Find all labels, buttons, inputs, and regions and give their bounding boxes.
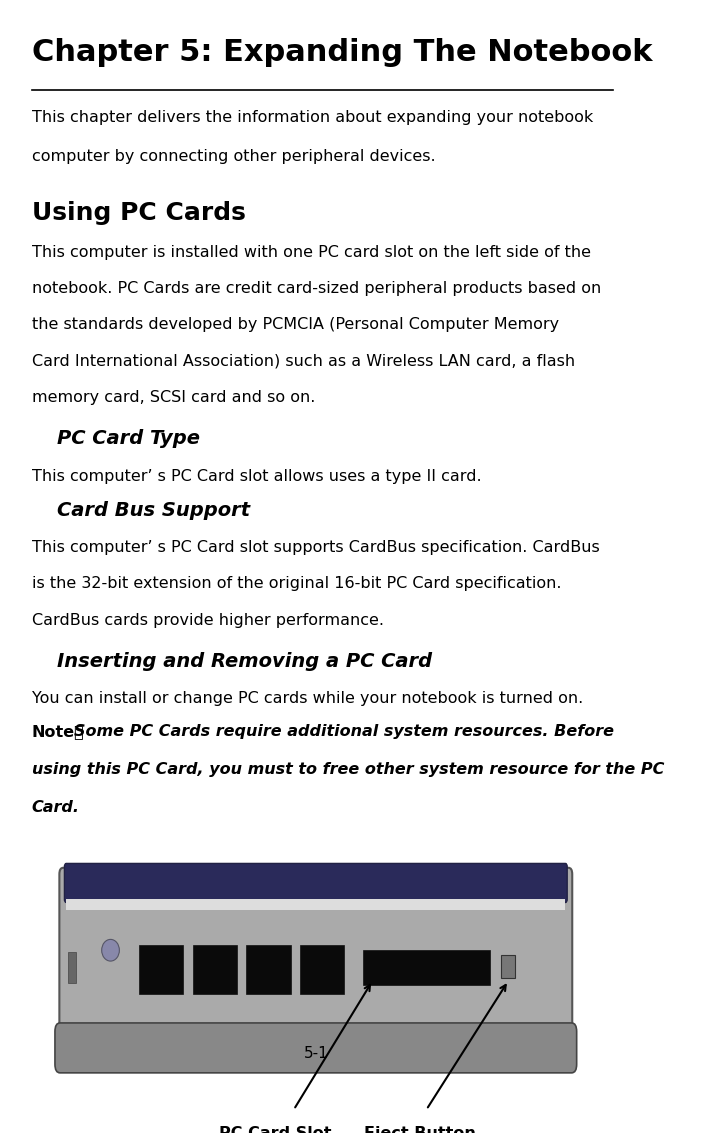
Text: notebook. PC Cards are credit card-sized peripheral products based on: notebook. PC Cards are credit card-sized… — [31, 281, 601, 296]
Text: Card International Association) such as a Wireless LAN card, a flash: Card International Association) such as … — [31, 353, 574, 368]
Bar — [246, 945, 290, 994]
Text: Using PC Cards: Using PC Cards — [31, 202, 245, 225]
Text: Card Bus Support: Card Bus Support — [57, 501, 250, 520]
FancyBboxPatch shape — [55, 1023, 577, 1073]
Bar — [501, 955, 515, 979]
Text: Chapter 5: Expanding The Notebook: Chapter 5: Expanding The Notebook — [31, 39, 652, 67]
Text: Note：: Note： — [31, 724, 84, 739]
Text: Eject Button: Eject Button — [364, 1126, 476, 1133]
FancyBboxPatch shape — [60, 868, 572, 1055]
Text: You can install or change PC cards while your notebook is turned on.: You can install or change PC cards while… — [31, 691, 583, 706]
Text: Some PC Cards require additional system resources. Before: Some PC Cards require additional system … — [74, 724, 614, 739]
Text: PC Card Type: PC Card Type — [57, 429, 200, 449]
Text: computer by connecting other peripheral devices.: computer by connecting other peripheral … — [31, 148, 435, 164]
Bar — [66, 900, 566, 910]
Bar — [300, 945, 344, 994]
Text: This computer’ s PC Card slot supports CardBus specification. CardBus: This computer’ s PC Card slot supports C… — [31, 540, 599, 555]
Text: PC Card Slot: PC Card Slot — [218, 1126, 331, 1133]
Text: using this PC Card, you must to free other system resource for the PC: using this PC Card, you must to free oth… — [31, 763, 664, 777]
Ellipse shape — [102, 939, 119, 961]
FancyBboxPatch shape — [64, 863, 567, 903]
Text: memory card, SCSI card and so on.: memory card, SCSI card and so on. — [31, 390, 315, 404]
Text: the standards developed by PCMCIA (Personal Computer Memory: the standards developed by PCMCIA (Perso… — [31, 317, 558, 332]
Bar — [363, 951, 489, 985]
Text: This computer’ s PC Card slot allows uses a type II card.: This computer’ s PC Card slot allows use… — [31, 469, 481, 484]
Text: Inserting and Removing a PC Card: Inserting and Removing a PC Card — [57, 653, 432, 671]
Text: 5-1: 5-1 — [304, 1046, 328, 1062]
Text: This chapter delivers the information about expanding your notebook: This chapter delivers the information ab… — [31, 110, 593, 125]
Text: Card.: Card. — [31, 800, 79, 816]
Text: This computer is installed with one PC card slot on the left side of the: This computer is installed with one PC c… — [31, 245, 590, 259]
Text: is the 32-bit extension of the original 16-bit PC Card specification.: is the 32-bit extension of the original … — [31, 577, 561, 591]
Text: CardBus cards provide higher performance.: CardBus cards provide higher performance… — [31, 613, 384, 628]
Bar — [139, 945, 183, 994]
Bar — [193, 945, 237, 994]
Bar — [68, 953, 76, 982]
